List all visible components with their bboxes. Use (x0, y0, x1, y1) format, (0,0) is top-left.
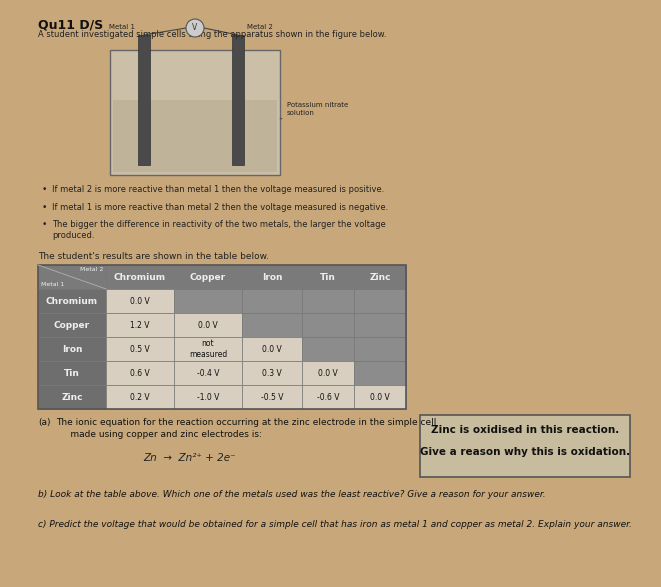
Text: 0.0 V: 0.0 V (198, 321, 218, 329)
FancyBboxPatch shape (38, 313, 106, 337)
FancyBboxPatch shape (420, 415, 630, 477)
FancyBboxPatch shape (174, 313, 242, 337)
FancyBboxPatch shape (113, 100, 277, 172)
Text: 0.0 V: 0.0 V (318, 369, 338, 377)
Text: Copper: Copper (54, 321, 90, 329)
FancyBboxPatch shape (354, 385, 406, 409)
Text: 0.0 V: 0.0 V (370, 393, 390, 402)
FancyBboxPatch shape (174, 385, 242, 409)
FancyBboxPatch shape (302, 313, 354, 337)
Text: Zn  →  Zn²⁺ + 2e⁻: Zn → Zn²⁺ + 2e⁻ (143, 453, 237, 463)
Circle shape (186, 19, 204, 37)
FancyBboxPatch shape (38, 385, 106, 409)
Text: Metal 1: Metal 1 (109, 24, 135, 30)
Text: b) Look at the table above. Which one of the metals used was the least reactive?: b) Look at the table above. Which one of… (38, 490, 545, 499)
FancyBboxPatch shape (106, 313, 174, 337)
FancyBboxPatch shape (106, 337, 174, 361)
Text: Chromium: Chromium (114, 272, 166, 282)
FancyBboxPatch shape (38, 265, 406, 289)
FancyBboxPatch shape (242, 289, 302, 313)
Text: Zinc is oxidised in this reaction.: Zinc is oxidised in this reaction. (431, 425, 619, 435)
Text: Tin: Tin (320, 272, 336, 282)
Text: Copper: Copper (190, 272, 226, 282)
FancyBboxPatch shape (174, 289, 242, 313)
Text: •: • (42, 185, 48, 194)
FancyBboxPatch shape (106, 289, 174, 313)
Text: Chromium: Chromium (46, 296, 98, 305)
FancyBboxPatch shape (354, 337, 406, 361)
FancyBboxPatch shape (242, 337, 302, 361)
Text: Zinc: Zinc (369, 272, 391, 282)
FancyBboxPatch shape (38, 361, 106, 385)
Text: V: V (192, 23, 198, 32)
FancyBboxPatch shape (110, 50, 280, 175)
FancyBboxPatch shape (138, 35, 150, 165)
FancyBboxPatch shape (106, 385, 174, 409)
Text: not
measured: not measured (189, 339, 227, 359)
Text: If metal 2 is more reactive than metal 1 then the voltage measured is positive.: If metal 2 is more reactive than metal 1… (52, 185, 385, 194)
Text: Zinc: Zinc (61, 393, 83, 402)
FancyBboxPatch shape (242, 361, 302, 385)
Text: Iron: Iron (61, 345, 82, 353)
Text: Qu11 D/S: Qu11 D/S (38, 18, 103, 31)
Text: 0.5 V: 0.5 V (130, 345, 150, 353)
FancyBboxPatch shape (106, 361, 174, 385)
FancyBboxPatch shape (302, 361, 354, 385)
Text: If metal 1 is more reactive than metal 2 then the voltage measured is negative.: If metal 1 is more reactive than metal 2… (52, 203, 388, 212)
Text: (a): (a) (38, 418, 50, 427)
Text: •: • (42, 203, 48, 212)
FancyBboxPatch shape (302, 289, 354, 313)
FancyBboxPatch shape (242, 313, 302, 337)
FancyBboxPatch shape (242, 385, 302, 409)
Text: -0.5 V: -0.5 V (260, 393, 284, 402)
Text: 0.6 V: 0.6 V (130, 369, 150, 377)
Text: A student investigated simple cells using the apparatus shown in the figure belo: A student investigated simple cells usin… (38, 30, 387, 39)
FancyBboxPatch shape (38, 265, 106, 289)
FancyBboxPatch shape (354, 313, 406, 337)
FancyBboxPatch shape (174, 337, 242, 361)
Text: 0.0 V: 0.0 V (130, 296, 150, 305)
Text: Potassium nitrate
solution: Potassium nitrate solution (287, 102, 348, 116)
FancyBboxPatch shape (354, 289, 406, 313)
Text: The bigger the difference in reactivity of the two metals, the larger the voltag: The bigger the difference in reactivity … (52, 220, 386, 241)
FancyBboxPatch shape (174, 361, 242, 385)
Text: Metal 2: Metal 2 (79, 267, 103, 272)
Text: -1.0 V: -1.0 V (197, 393, 219, 402)
Text: -0.6 V: -0.6 V (317, 393, 339, 402)
Text: The ionic equation for the reaction occurring at the zinc electrode in the simpl: The ionic equation for the reaction occu… (56, 418, 436, 439)
Text: -0.4 V: -0.4 V (197, 369, 219, 377)
Text: 0.3 V: 0.3 V (262, 369, 282, 377)
Text: Iron: Iron (262, 272, 282, 282)
FancyBboxPatch shape (232, 35, 244, 165)
FancyBboxPatch shape (302, 337, 354, 361)
FancyBboxPatch shape (38, 337, 106, 361)
Text: c) Predict the voltage that would be obtained for a simple cell that has iron as: c) Predict the voltage that would be obt… (38, 520, 632, 529)
Text: Give a reason why this is oxidation.: Give a reason why this is oxidation. (420, 447, 630, 457)
Text: Metal 2: Metal 2 (247, 24, 273, 30)
FancyBboxPatch shape (354, 361, 406, 385)
FancyBboxPatch shape (38, 289, 106, 313)
Text: The student's results are shown in the table below.: The student's results are shown in the t… (38, 252, 269, 261)
FancyBboxPatch shape (302, 385, 354, 409)
Text: 0.0 V: 0.0 V (262, 345, 282, 353)
Text: 0.2 V: 0.2 V (130, 393, 150, 402)
Text: •: • (42, 220, 48, 229)
Text: Metal 1: Metal 1 (41, 282, 64, 287)
Text: 1.2 V: 1.2 V (130, 321, 150, 329)
Text: Tin: Tin (64, 369, 80, 377)
